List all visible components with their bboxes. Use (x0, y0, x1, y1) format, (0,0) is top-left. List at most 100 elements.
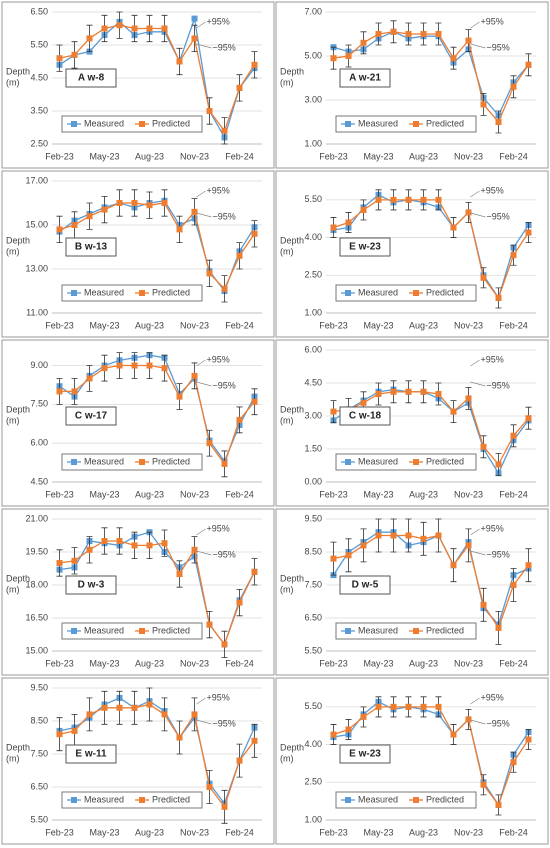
x-tick-label: Nov-23 (454, 827, 483, 837)
chart-panel: 4.50 6.00 7.50 9.00 Feb-23 May-23 Aug-23 Nov-23… (1, 339, 275, 507)
point-marker (330, 55, 337, 62)
chart-panel: 2.50 3.50 4.50 5.50 6.50 Feb-23 May-23 Aug-23 No… (1, 1, 275, 169)
legend-label: Measured (358, 287, 398, 297)
chart-label: B w-13 (75, 242, 108, 253)
y-tick-label: 1.00 (304, 138, 322, 148)
point-marker (435, 703, 442, 710)
legend-marker (413, 628, 419, 634)
y-tick-label: 3.50 (30, 105, 48, 115)
legend-label: Measured (84, 625, 124, 635)
point-marker (510, 432, 517, 439)
legend-marker (139, 121, 145, 127)
point-marker (420, 31, 427, 37)
chart-panel: 5.50 6.50 7.50 8.50 9.50 Feb-23 May-23 Aug-23 No… (1, 677, 275, 845)
panel-border (275, 339, 549, 507)
legend-label: Predicted (426, 287, 464, 297)
annotation-connector (196, 21, 206, 29)
point-marker (525, 736, 532, 743)
x-tick-label: Nov-23 (454, 320, 483, 330)
point-marker (131, 362, 138, 369)
y-tick-label: 4.00 (304, 232, 322, 242)
y-tick-label: 4.50 (304, 377, 322, 387)
y-tick-label: 9.50 (304, 513, 322, 523)
legend-label: Predicted (152, 287, 190, 297)
annotation: +95% (481, 523, 504, 533)
annotation-connector (196, 212, 212, 218)
point-marker (525, 562, 532, 569)
x-tick-label: Feb-23 (45, 658, 74, 668)
y-tick-label: 8.50 (30, 715, 48, 725)
point-marker (146, 362, 153, 369)
x-tick-label: May-23 (363, 151, 393, 161)
y-tick-label: 6.00 (30, 438, 48, 448)
x-tick-label: May-23 (89, 827, 119, 837)
y-tick-label: 3.00 (304, 94, 322, 104)
point-marker (360, 399, 367, 406)
y-tick-label: 2.50 (30, 138, 48, 148)
legend-box (335, 115, 477, 133)
point-marker (236, 252, 243, 259)
point-marker (86, 213, 93, 220)
point-marker (56, 388, 63, 395)
point-marker (101, 25, 108, 32)
point-marker (101, 538, 108, 544)
y-tick-label: 0.00 (304, 476, 322, 486)
point-marker (480, 601, 487, 608)
annotation-connector (196, 550, 212, 556)
x-tick-label: Aug-23 (409, 320, 438, 330)
annotation-connector (470, 21, 480, 29)
x-tick-label: Feb-24 (499, 489, 528, 499)
chart-label-box (339, 744, 391, 764)
point-marker (390, 532, 397, 539)
point-marker (251, 568, 258, 575)
legend-box (61, 791, 203, 809)
point-marker (146, 542, 153, 549)
legend-label: Measured (84, 794, 124, 804)
annotation: −95% (487, 549, 510, 559)
legend-marker (413, 290, 419, 296)
y-tick-label: 19.50 (25, 546, 48, 556)
y-tick-label: 16.50 (25, 612, 48, 622)
x-tick-label: Nov-23 (180, 320, 209, 330)
point-marker (390, 703, 397, 710)
annotation-connector (470, 697, 480, 705)
legend-marker (139, 797, 145, 803)
x-tick-label: May-23 (89, 489, 119, 499)
point-marker (480, 443, 487, 450)
annotation: −95% (487, 42, 510, 52)
y-tick-label: 15.00 (25, 645, 48, 655)
point-marker (161, 365, 168, 372)
legend-label: Measured (84, 287, 124, 297)
x-tick-label: May-23 (363, 320, 393, 330)
point-marker (360, 206, 367, 213)
point-marker (405, 388, 412, 395)
legend-marker (139, 628, 145, 634)
point-marker (131, 25, 138, 32)
y-axis-label: (m) (280, 415, 294, 425)
x-tick-label: Aug-23 (135, 658, 164, 668)
y-tick-label: 3.00 (304, 410, 322, 420)
point-marker (101, 365, 108, 372)
point-marker (510, 83, 517, 90)
point-marker (131, 542, 138, 549)
x-tick-label: May-23 (363, 489, 393, 499)
point-marker (405, 703, 412, 710)
annotation: −95% (487, 718, 510, 728)
legend-marker (413, 797, 419, 803)
point-marker (345, 726, 352, 733)
point-marker (330, 224, 337, 231)
legend-marker (345, 628, 351, 634)
legend-marker (71, 628, 77, 634)
legend-label: Predicted (426, 456, 464, 466)
point-marker (86, 35, 93, 42)
annotation: −95% (487, 211, 510, 221)
point-marker (206, 784, 213, 790)
point-marker (450, 562, 457, 569)
legend-box (335, 791, 477, 809)
point-marker (131, 200, 138, 206)
y-tick-label: 8.50 (304, 546, 322, 556)
y-tick-label: 17.00 (25, 175, 48, 185)
y-axis-label: (m) (6, 753, 20, 763)
point-marker (420, 535, 427, 542)
x-tick-label: Feb-24 (225, 320, 254, 330)
